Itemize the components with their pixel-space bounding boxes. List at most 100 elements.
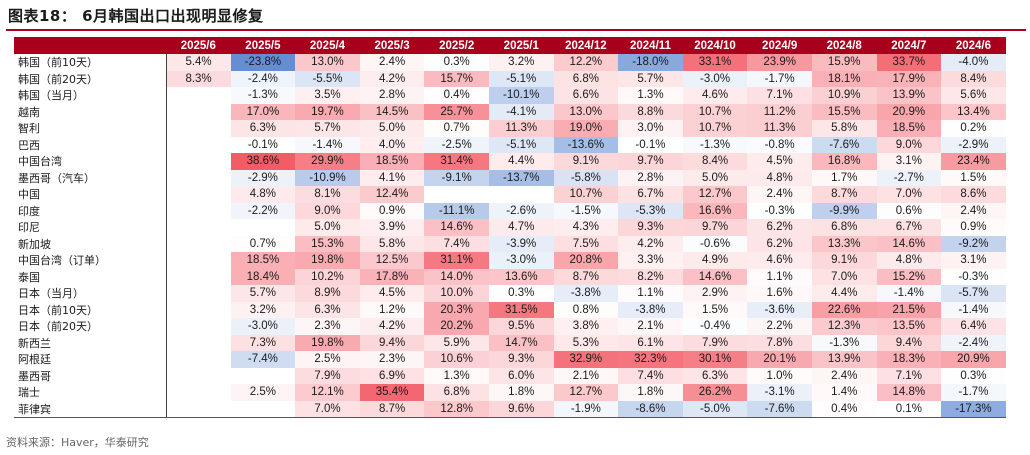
column-header: 2024/6 (941, 37, 1006, 54)
value-cell: 14.6% (424, 219, 489, 236)
value-cell: 6.2% (747, 219, 812, 236)
value-cell: -1.3% (230, 87, 296, 104)
value-cell (166, 120, 231, 137)
value-cell: 6.8% (553, 70, 619, 87)
column-header: 2025/6 (166, 37, 231, 54)
value-cell: 4.5% (747, 153, 812, 170)
table-row: 日本（前20天） -3.0% 2.3% 4.2% 20.2% 9.5% 3.8% 2.1% -0… (14, 318, 1006, 335)
value-cell: 18.5% (876, 120, 942, 137)
value-cell: 6.6% (553, 87, 619, 104)
value-cell: 6.3% (682, 367, 748, 384)
value-cell (424, 186, 489, 203)
value-cell: 33.7% (876, 54, 942, 71)
value-cell: 35.4% (359, 384, 425, 401)
value-cell: 10.7% (682, 103, 748, 120)
value-cell: 8.2% (618, 268, 683, 285)
value-cell (166, 252, 231, 269)
table-row: 中国台湾（订单） 18.5% 19.8% 12.5% 31.1% -3.0% 20.8% 3.… (14, 252, 1006, 269)
value-cell: 10.0% (424, 285, 489, 302)
value-cell: 0.2% (941, 120, 1006, 137)
column-header: 2025/1 (488, 37, 554, 54)
value-cell: -2.9% (941, 136, 1006, 153)
value-cell: -0.3% (747, 202, 812, 219)
value-cell: 26.2% (682, 384, 748, 401)
figure-title: 图表18： 6月韩国出口出现明显修复 (8, 7, 264, 25)
value-cell: 16.8% (811, 153, 877, 170)
value-cell: -3.0% (230, 318, 296, 335)
value-cell (166, 153, 231, 170)
value-cell: 4.1% (359, 169, 425, 186)
value-cell: 6.2% (747, 235, 812, 252)
value-cell: 30.1% (682, 351, 748, 368)
value-cell: 7.1% (876, 367, 942, 384)
value-cell: 0.8% (553, 301, 619, 318)
table-row: 墨西哥 7.9% 6.9% 1.3% 6.0% 2.1% 7.4% 6.3% 1.0% 2.4% 7… (14, 367, 1006, 384)
value-cell: -18.0% (618, 54, 683, 71)
value-cell: 12.2% (553, 54, 619, 71)
value-cell: -3.0% (682, 70, 748, 87)
column-header: 2025/2 (424, 37, 489, 54)
value-cell: 18.4% (230, 268, 296, 285)
value-cell: 2.1% (553, 367, 619, 384)
table-row: 韩国（当月） -1.3% 3.5% 2.8% 0.4% -10.1% 6.6% 1.3% 4.6… (14, 87, 1006, 104)
value-cell: 4.8% (230, 186, 296, 203)
value-cell: 5.7% (230, 285, 296, 302)
value-cell: 11.3% (747, 120, 812, 137)
value-cell: 11.3% (488, 120, 554, 137)
value-cell: 22.6% (811, 301, 877, 318)
value-cell: 31.1% (424, 252, 489, 269)
value-cell: 9.1% (553, 153, 619, 170)
value-cell: -13.6% (553, 136, 619, 153)
value-cell: 2.5% (230, 384, 296, 401)
value-cell: 6.7% (618, 186, 683, 203)
row-label: 越南 (14, 103, 167, 120)
row-label: 新加坡 (14, 235, 167, 252)
value-cell: 7.0% (295, 400, 360, 418)
value-cell: 2.2% (747, 318, 812, 335)
value-cell: -5.0% (682, 400, 748, 418)
table-row: 新加坡 0.7% 15.3% 5.8% 7.4% -3.9% 7.5% 4.2% -0.6% 6.… (14, 235, 1006, 252)
value-cell (166, 235, 231, 252)
value-cell (166, 219, 231, 236)
value-cell: 20.1% (747, 351, 812, 368)
value-cell: 18.5% (359, 153, 425, 170)
value-cell: 8.7% (553, 268, 619, 285)
value-cell (166, 351, 231, 368)
value-cell: 1.1% (618, 285, 683, 302)
value-cell: 21.5% (876, 301, 942, 318)
value-cell: 32.9% (553, 351, 619, 368)
row-label: 泰国 (14, 268, 167, 285)
column-header: 2024/10 (682, 37, 748, 54)
value-cell: 1.3% (618, 87, 683, 104)
value-cell (166, 169, 231, 186)
value-cell: -9.2% (941, 235, 1006, 252)
value-cell: -4.0% (941, 54, 1006, 71)
value-cell: 14.7% (488, 334, 554, 351)
value-cell: 6.9% (359, 367, 425, 384)
value-cell: 20.3% (424, 301, 489, 318)
value-cell: 7.1% (747, 87, 812, 104)
value-cell: -3.1% (747, 384, 812, 401)
row-label: 瑞士 (14, 384, 167, 401)
table-row: 日本（前10天） 3.2% 6.3% 1.2% 20.3% 31.5% 0.8% -3.8% 1… (14, 301, 1006, 318)
column-header: 2024/7 (876, 37, 942, 54)
value-cell (166, 87, 231, 104)
value-cell: 5.0% (359, 120, 425, 137)
value-cell: 38.6% (230, 153, 296, 170)
value-cell: 9.1% (811, 252, 877, 269)
value-cell: 6.1% (618, 334, 683, 351)
value-cell: 23.9% (747, 54, 812, 71)
value-cell: -1.4% (941, 301, 1006, 318)
value-cell: -0.6% (682, 235, 748, 252)
value-cell: -1.4% (295, 136, 360, 153)
value-cell: 13.0% (295, 54, 360, 71)
value-cell: 0.7% (230, 235, 296, 252)
value-cell: 9.4% (359, 334, 425, 351)
value-cell: 6.8% (424, 384, 489, 401)
column-header: 2024/11 (618, 37, 683, 54)
value-cell (166, 136, 231, 153)
row-label: 新西兰 (14, 334, 167, 351)
value-cell: 17.8% (359, 268, 425, 285)
value-cell: -7.4% (230, 351, 296, 368)
value-cell: 6.4% (941, 318, 1006, 335)
